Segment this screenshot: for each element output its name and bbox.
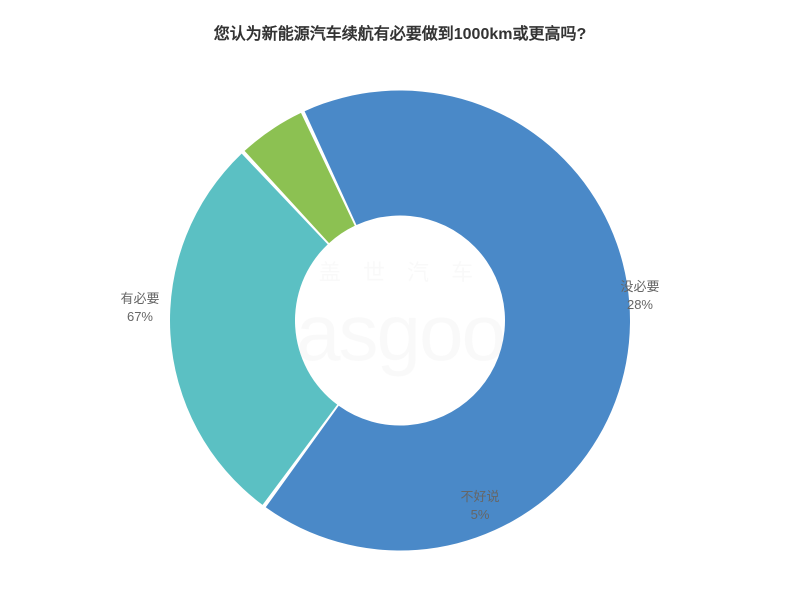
slice-label-percent: 5%	[460, 506, 499, 524]
slice-label-percent: 28%	[620, 296, 659, 314]
slice-label-name: 没必要	[620, 278, 659, 296]
slice-label: 没必要28%	[620, 278, 659, 314]
slice-label: 有必要67%	[120, 290, 159, 326]
chart-title: 您认为新能源汽车续航有必要做到1000km或更高吗?	[0, 20, 800, 44]
slice-label-name: 有必要	[120, 290, 159, 308]
donut-svg	[168, 89, 632, 553]
slice-label-name: 不好说	[460, 488, 499, 506]
slice-label-percent: 67%	[120, 308, 159, 326]
slice-label: 不好说5%	[460, 488, 499, 524]
donut-chart	[168, 89, 632, 558]
chart-container: 您认为新能源汽车续航有必要做到1000km或更高吗? 盖 世 汽 车 asgoo…	[0, 0, 800, 599]
